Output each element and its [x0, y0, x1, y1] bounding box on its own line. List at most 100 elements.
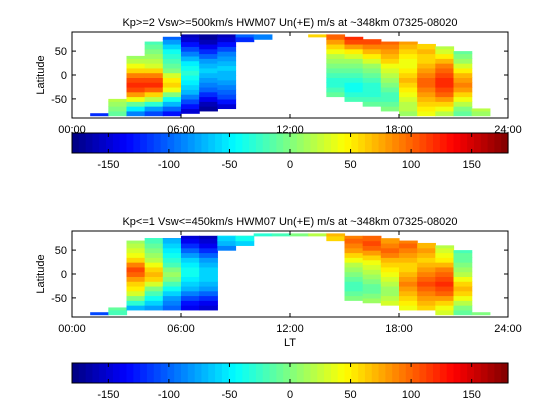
- heatmap-cell: [199, 101, 218, 107]
- heatmap-cell: [399, 290, 418, 297]
- heatmap-cell: [199, 82, 218, 88]
- colorbar-segment: [344, 363, 352, 383]
- colorbar-segment: [208, 133, 216, 153]
- heatmap-cell: [435, 72, 455, 78]
- heatmap-cell: [417, 300, 436, 306]
- heatmap-cell: [417, 77, 436, 83]
- heatmap-cell: [199, 91, 218, 98]
- heatmap-cell: [108, 110, 128, 117]
- heatmap-cell: [362, 264, 382, 270]
- heatmap-cell: [435, 245, 455, 249]
- heatmap-cell: [399, 43, 418, 50]
- heatmap-cell: [399, 86, 418, 93]
- colorbar-segment: [501, 363, 509, 383]
- heatmap-cell: [199, 262, 218, 268]
- heatmap-cell: [399, 276, 418, 282]
- colorbar-segment: [324, 363, 332, 383]
- heatmap-cell: [126, 247, 146, 254]
- heatmap-cell: [144, 106, 164, 112]
- panel-2-xlabel: LT: [284, 337, 296, 349]
- heatmap-cell: [344, 290, 364, 297]
- heatmap-cell: [326, 34, 346, 40]
- heatmap-cell: [380, 63, 400, 69]
- heatmap-cell: [144, 285, 164, 292]
- heatmap-cell: [453, 72, 473, 78]
- heatmap-cell: [380, 281, 400, 287]
- heatmap-cell: [144, 43, 164, 50]
- heatmap-cell: [144, 86, 164, 93]
- heatmap-cell: [126, 101, 146, 107]
- colorbar-tick-label: 150: [462, 389, 480, 401]
- heatmap-cell: [217, 89, 237, 95]
- heatmap-cell: [126, 300, 146, 306]
- heatmap-cell: [181, 252, 200, 258]
- heatmap-cell: [162, 43, 182, 50]
- heatmap-cell: [108, 309, 128, 316]
- heatmap-cell: [344, 36, 364, 40]
- heatmap-cell: [235, 235, 255, 237]
- heatmap-cell: [344, 238, 364, 244]
- colorbar-segment: [439, 363, 448, 383]
- heatmap-cell: [162, 72, 182, 78]
- colorbar-segment: [446, 133, 455, 153]
- colorbar-segment: [351, 363, 359, 383]
- y-tick-label: -50: [51, 94, 67, 106]
- panel-1-y-axis: 50 0 -50: [51, 46, 508, 106]
- colorbar-segment: [174, 363, 182, 383]
- heatmap-cell: [380, 285, 400, 292]
- colorbar-segment: [146, 133, 155, 153]
- heatmap-cell: [344, 91, 364, 98]
- heatmap-cell: [162, 305, 182, 311]
- colorbar-segment: [119, 133, 128, 153]
- colorbar-segment: [160, 363, 168, 383]
- heatmap-cell: [199, 48, 218, 55]
- heatmap-cell: [417, 106, 436, 112]
- y-tick-label: 50: [55, 245, 67, 257]
- heatmap-cell: [344, 252, 364, 258]
- heatmap-cell: [399, 257, 418, 263]
- heatmap-cell: [362, 82, 382, 88]
- colorbar-tick-label: 100: [402, 389, 420, 401]
- heatmap-cell: [453, 63, 473, 69]
- heatmap-cell: [199, 53, 218, 59]
- heatmap-cell: [162, 271, 182, 277]
- colorbar-segment: [146, 363, 155, 383]
- heatmap-cell: [435, 252, 455, 258]
- heatmap-cell: [380, 247, 400, 254]
- heatmap-cell: [144, 252, 164, 258]
- colorbar-tick-label: -100: [158, 389, 180, 401]
- colorbar-segment: [235, 363, 243, 383]
- colorbar-segment: [296, 363, 305, 383]
- heatmap-cell: [126, 110, 146, 117]
- heatmap-cell: [453, 252, 473, 258]
- heatmap-cell: [199, 77, 218, 83]
- heatmap-cell: [181, 60, 200, 67]
- heatmap-cell: [326, 91, 346, 98]
- heatmap-cell: [162, 262, 182, 268]
- heatmap-cell: [362, 250, 382, 256]
- colorbar-tick-label: 0: [287, 389, 293, 401]
- heatmap-cell: [162, 86, 182, 93]
- heatmap-cell: [235, 235, 255, 242]
- colorbar-2: -150 -100 -50 0 50 100 150: [71, 362, 509, 401]
- heatmap-cell: [181, 34, 200, 38]
- heatmap-cell: [181, 305, 200, 311]
- x-tick-label: 24:00: [494, 323, 522, 335]
- y-tick-label: 0: [61, 269, 67, 281]
- heatmap-cell: [344, 86, 364, 93]
- panel-1: Kp>=2 Vsw>=500km/s HWM07 Un(+E) m/s at ~…: [35, 17, 522, 136]
- heatmap-cell: [162, 238, 182, 244]
- heatmap-cell: [162, 266, 182, 273]
- colorbar-segment: [72, 133, 80, 153]
- heatmap-cell: [217, 55, 237, 62]
- heatmap-cell: [380, 252, 400, 258]
- heatmap-cell: [326, 58, 346, 64]
- colorbar-segment: [262, 133, 271, 153]
- heatmap-cell: [435, 262, 455, 268]
- heatmap-cell: [181, 75, 200, 81]
- heatmap-cell: [417, 247, 436, 254]
- heatmap-cell: [417, 271, 436, 277]
- heatmap-cell: [435, 300, 455, 306]
- colorbar-tick-label: -50: [221, 159, 237, 171]
- heatmap-cell: [199, 305, 218, 311]
